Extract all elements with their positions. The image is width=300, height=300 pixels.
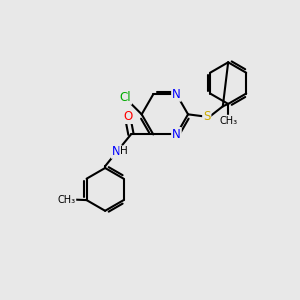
- Text: N: N: [172, 88, 181, 101]
- Text: Cl: Cl: [119, 91, 131, 104]
- Text: O: O: [123, 110, 133, 123]
- Text: N: N: [172, 128, 181, 141]
- Text: H: H: [120, 146, 128, 156]
- Text: CH₃: CH₃: [219, 116, 237, 126]
- Text: CH₃: CH₃: [57, 194, 75, 205]
- Text: S: S: [203, 110, 211, 123]
- Text: N: N: [112, 145, 121, 158]
